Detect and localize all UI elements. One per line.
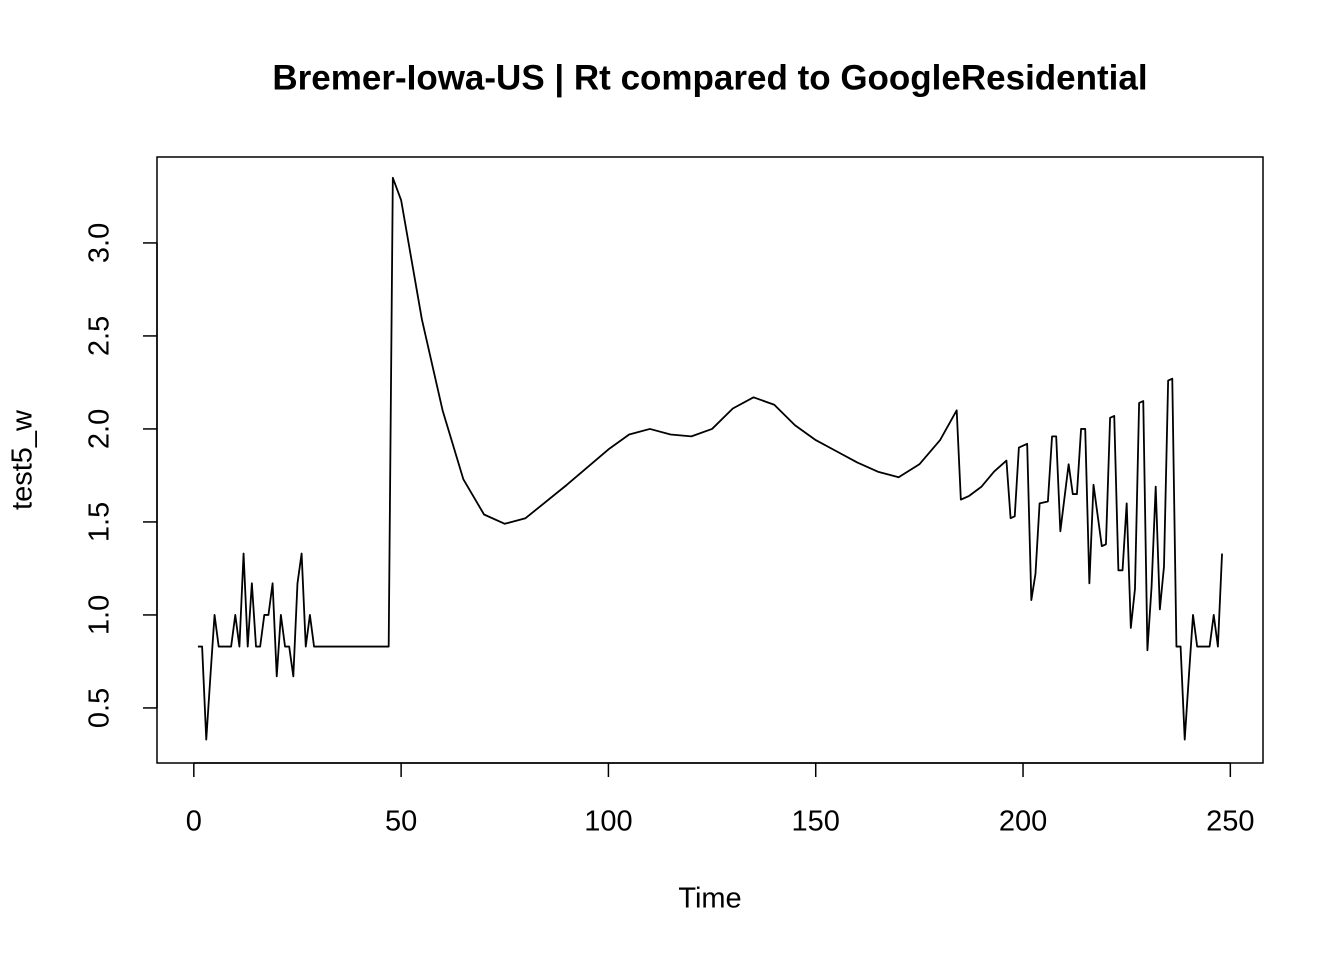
x-tick-label: 200 — [999, 806, 1047, 838]
x-tick-label: 250 — [1206, 806, 1254, 838]
x-tick-label: 100 — [584, 806, 632, 838]
x-tick-label: 150 — [792, 806, 840, 838]
y-tick-label: 2.0 — [84, 409, 116, 449]
data-line — [197, 176, 1223, 741]
y-tick-label: 1.5 — [84, 502, 116, 542]
y-tick-label: 2.5 — [84, 316, 116, 356]
chart-title: Bremer-Iowa-US | Rt compared to GoogleRe… — [272, 58, 1147, 97]
x-tick-label: 0 — [186, 806, 202, 838]
y-axis-label: test5_w — [7, 409, 39, 510]
y-tick-label: 0.5 — [84, 688, 116, 728]
y-tick-label: 3.0 — [84, 223, 116, 263]
x-tick-label: 50 — [385, 806, 417, 838]
x-axis-label: Time — [678, 883, 741, 915]
y-tick-label: 1.0 — [84, 595, 116, 635]
